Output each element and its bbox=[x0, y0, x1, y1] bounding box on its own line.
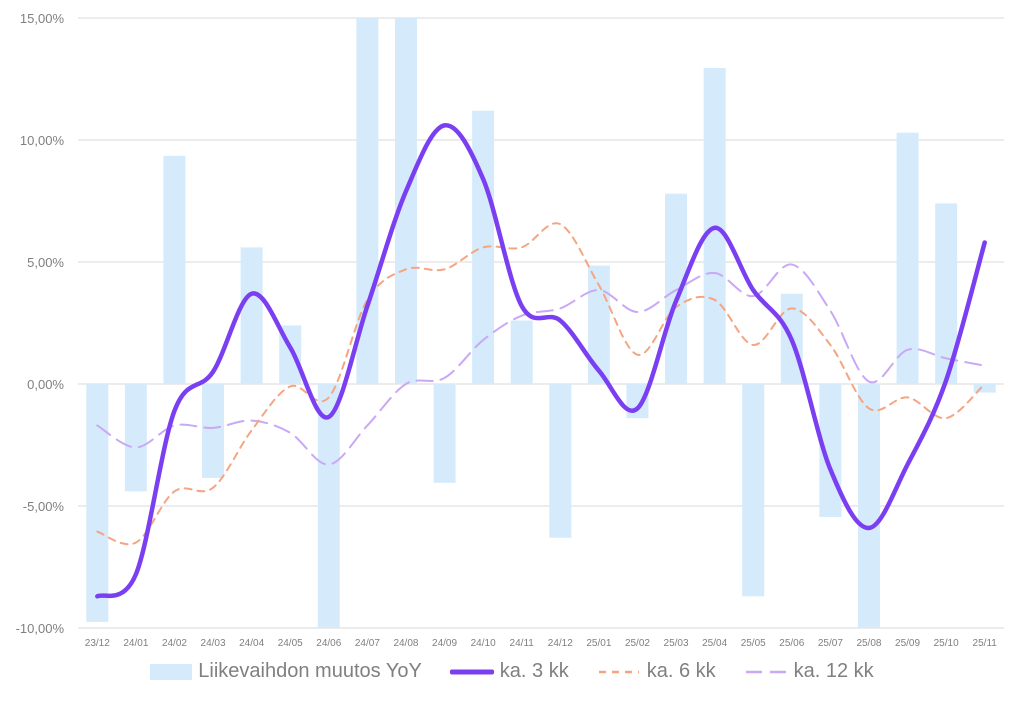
legend-item-12kk: ka. 12 kk bbox=[744, 660, 874, 683]
y-axis: -10,00% -5,00% 0,00% 5,00% 10,00% 15,00% bbox=[16, 11, 65, 636]
line-ka-12-kk bbox=[96, 263, 986, 466]
legend-label: ka. 6 kk bbox=[646, 660, 716, 682]
x-tick-label: 25/07 bbox=[818, 638, 843, 649]
line-ka-6-kk bbox=[96, 222, 986, 546]
x-tick-label: 25/11 bbox=[973, 638, 998, 649]
bar-series bbox=[86, 18, 996, 628]
x-tick-label: 25/09 bbox=[895, 638, 920, 649]
legend-label: ka. 3 kk bbox=[499, 660, 569, 682]
legend-swatch-line bbox=[598, 670, 639, 673]
bar bbox=[240, 247, 263, 384]
legend-swatch-bar bbox=[150, 663, 193, 680]
bar bbox=[394, 18, 417, 385]
legend: Liikevaihdon muutos YoY ka. 3 kk ka. 6 k… bbox=[0, 660, 1024, 683]
x-tick-label: 25/10 bbox=[934, 638, 959, 649]
x-tick-label: 25/01 bbox=[586, 638, 611, 649]
bar bbox=[510, 320, 533, 384]
x-tick-label: 24/09 bbox=[432, 638, 457, 649]
bar bbox=[163, 155, 186, 384]
legend-swatch-line bbox=[745, 670, 786, 673]
bar bbox=[896, 132, 919, 384]
x-tick-label: 24/07 bbox=[355, 638, 380, 649]
x-tick-label: 25/06 bbox=[779, 638, 804, 649]
y-tick-label: -10,00% bbox=[16, 621, 65, 636]
x-tick-label: 24/12 bbox=[548, 638, 573, 649]
x-tick-label: 24/10 bbox=[471, 638, 496, 649]
y-tick-label: -5,00% bbox=[23, 499, 65, 514]
y-tick-label: 5,00% bbox=[27, 255, 64, 270]
bar bbox=[665, 193, 688, 384]
x-tick-label: 24/01 bbox=[123, 638, 148, 649]
bar bbox=[202, 384, 225, 478]
x-tick-label: 23/12 bbox=[85, 638, 110, 649]
bar bbox=[549, 384, 572, 538]
bar bbox=[124, 384, 147, 492]
x-tick-label: 24/03 bbox=[201, 638, 226, 649]
x-tick-label: 25/08 bbox=[856, 638, 881, 649]
gridlines bbox=[78, 17, 1004, 629]
y-tick-label: 10,00% bbox=[20, 133, 65, 148]
x-tick-label: 24/02 bbox=[162, 638, 187, 649]
chart: -10,00% -5,00% 0,00% 5,00% 10,00% 15,00% 23/1… bbox=[16, 11, 1004, 649]
x-axis: 23/12 24/01 24/02 24/03 24/04 24/05 24/06 24/07… bbox=[85, 638, 998, 649]
x-tick-label: 25/04 bbox=[702, 638, 727, 649]
legend-item-yoy: Liikevaihdon muutos YoY bbox=[150, 660, 422, 683]
legend-item-3kk: ka. 3 kk bbox=[449, 660, 569, 683]
bar bbox=[973, 384, 996, 393]
bar bbox=[857, 384, 880, 628]
line-series bbox=[95, 123, 987, 599]
bar bbox=[86, 384, 109, 622]
bar bbox=[433, 384, 456, 483]
x-tick-label: 25/02 bbox=[625, 638, 650, 649]
bar bbox=[626, 384, 649, 419]
x-tick-label: 25/03 bbox=[664, 638, 689, 649]
y-tick-label: 0,00% bbox=[27, 377, 64, 392]
legend-label: ka. 12 kk bbox=[793, 660, 874, 682]
x-tick-label: 25/05 bbox=[741, 638, 766, 649]
x-tick-label: 24/05 bbox=[278, 638, 303, 649]
x-tick-label: 24/06 bbox=[316, 638, 341, 649]
bar bbox=[935, 203, 958, 384]
bar bbox=[742, 384, 765, 597]
line-ka-3-kk bbox=[95, 123, 987, 599]
y-tick-label: 15,00% bbox=[20, 11, 65, 26]
x-tick-label: 24/08 bbox=[393, 638, 418, 649]
bar bbox=[317, 384, 340, 628]
legend-swatch-line bbox=[449, 669, 494, 674]
legend-item-6kk: ka. 6 kk bbox=[597, 660, 716, 683]
x-tick-label: 24/04 bbox=[239, 638, 264, 649]
x-tick-label: 24/11 bbox=[510, 638, 535, 649]
legend-label: Liikevaihdon muutos YoY bbox=[198, 660, 422, 682]
